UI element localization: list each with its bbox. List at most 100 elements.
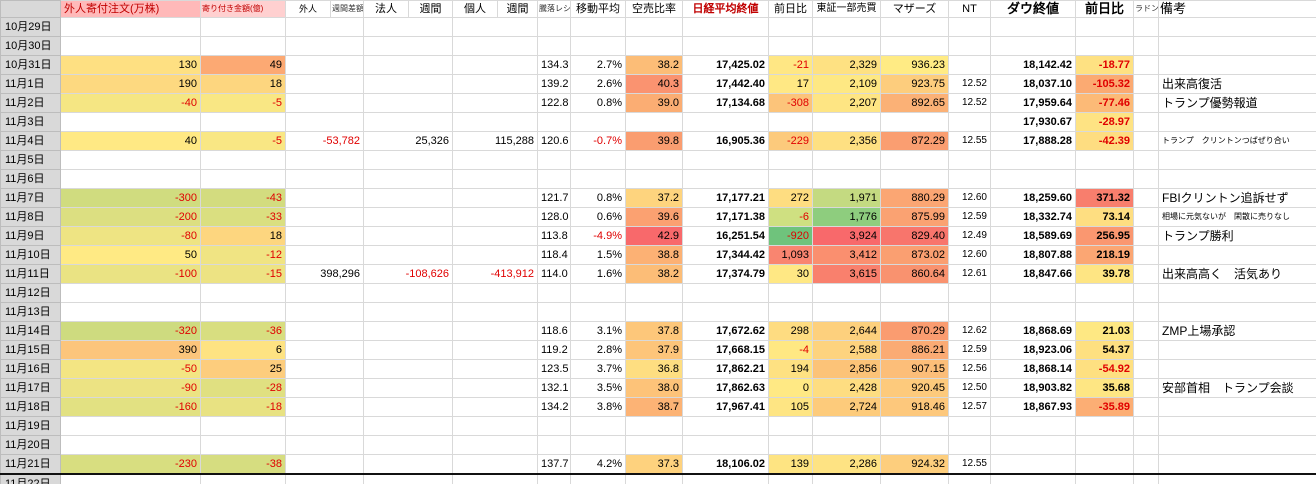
vol-cell[interactable]: 2,207 xyxy=(812,93,881,113)
note-cell[interactable] xyxy=(1158,397,1316,417)
note-cell[interactable]: トランプ優勢報道 xyxy=(1158,93,1316,113)
indiv-cell[interactable] xyxy=(452,36,538,56)
ma-cell[interactable] xyxy=(570,169,626,189)
dow-cell[interactable] xyxy=(990,416,1076,436)
chg-cell[interactable] xyxy=(768,150,813,170)
nikkei-cell[interactable]: 17,862.21 xyxy=(682,359,769,379)
nt-cell[interactable] xyxy=(948,55,991,75)
radon-cell[interactable] xyxy=(1133,397,1159,417)
note-cell[interactable] xyxy=(1158,55,1316,75)
vol-cell[interactable] xyxy=(812,435,881,455)
mothers-cell[interactable]: 892.65 xyxy=(880,93,949,113)
corp-cell[interactable] xyxy=(363,93,453,113)
nikkei-cell[interactable] xyxy=(682,473,769,484)
nt-cell[interactable] xyxy=(948,416,991,436)
indiv-cell[interactable] xyxy=(452,378,538,398)
mothers-cell[interactable] xyxy=(880,435,949,455)
vol-cell[interactable] xyxy=(812,150,881,170)
fw-cell[interactable] xyxy=(285,17,364,37)
amount-cell[interactable]: -5 xyxy=(200,131,286,151)
note-cell[interactable] xyxy=(1158,340,1316,360)
remarks-header[interactable]: 備考 xyxy=(1158,0,1316,18)
vol-cell[interactable] xyxy=(812,473,881,484)
note-cell[interactable] xyxy=(1158,17,1316,37)
dow-cell[interactable]: 17,930.67 xyxy=(990,112,1076,132)
note-cell[interactable]: 出来高高く 活気あり xyxy=(1158,264,1316,284)
chg-cell[interactable] xyxy=(768,473,813,484)
radon-cell[interactable] xyxy=(1133,17,1159,37)
foreign-cell[interactable]: 130 xyxy=(60,55,201,75)
nt-cell[interactable]: 12.55 xyxy=(948,454,991,475)
ma-cell[interactable]: -4.9% xyxy=(570,226,626,246)
corp-cell[interactable] xyxy=(363,17,453,37)
radon-cell[interactable] xyxy=(1133,283,1159,303)
date-cell[interactable]: 11月12日 xyxy=(0,283,61,303)
dowchg-cell[interactable]: 39.78 xyxy=(1075,264,1134,284)
mothers-cell[interactable] xyxy=(880,473,949,484)
amount-cell[interactable] xyxy=(200,283,286,303)
chg-cell[interactable]: 139 xyxy=(768,454,813,475)
ma-cell[interactable] xyxy=(570,150,626,170)
dow-cell[interactable]: 18,037.10 xyxy=(990,74,1076,94)
fw-cell[interactable] xyxy=(285,74,364,94)
short-cell[interactable]: 37.3 xyxy=(625,454,683,475)
short-selling-ratio-header[interactable]: 空売比率 xyxy=(625,0,683,18)
ma-cell[interactable] xyxy=(570,36,626,56)
individual-weekly-header[interactable]: 週間 xyxy=(497,0,538,18)
date-cell[interactable]: 11月10日 xyxy=(0,245,61,265)
corp-cell[interactable] xyxy=(363,359,453,379)
corp-cell[interactable] xyxy=(363,397,453,417)
nikkei-cell[interactable] xyxy=(682,169,769,189)
radon-cell[interactable] xyxy=(1133,340,1159,360)
foreign-cell[interactable]: 190 xyxy=(60,74,201,94)
dowchg-cell[interactable]: 35.68 xyxy=(1075,378,1134,398)
radon-cell[interactable] xyxy=(1133,454,1159,475)
nikkei-cell[interactable] xyxy=(682,283,769,303)
dowchg-cell[interactable] xyxy=(1075,302,1134,322)
corp-cell[interactable] xyxy=(363,226,453,246)
vol-cell[interactable] xyxy=(812,17,881,37)
vol-cell[interactable]: 1,971 xyxy=(812,188,881,208)
mothers-cell[interactable]: 923.75 xyxy=(880,74,949,94)
nikkei-cell[interactable] xyxy=(682,17,769,37)
dow-cell[interactable] xyxy=(990,150,1076,170)
radon-cell[interactable] xyxy=(1133,207,1159,227)
note-cell[interactable]: トランプ クリントンつばぜり合い xyxy=(1158,131,1316,151)
ratio-cell[interactable]: 114.0 xyxy=(537,264,571,284)
nikkei-cell[interactable]: 17,862.63 xyxy=(682,378,769,398)
chg-cell[interactable]: 272 xyxy=(768,188,813,208)
nikkei-cell[interactable]: 17,672.62 xyxy=(682,321,769,341)
dowchg-cell[interactable]: 54.37 xyxy=(1075,340,1134,360)
nikkei-cell[interactable] xyxy=(682,36,769,56)
ratio-cell[interactable]: 113.8 xyxy=(537,226,571,246)
dow-cell[interactable]: 18,332.74 xyxy=(990,207,1076,227)
radon-cell[interactable] xyxy=(1133,131,1159,151)
ratio-cell[interactable]: 118.4 xyxy=(537,245,571,265)
ma-cell[interactable]: 3.8% xyxy=(570,397,626,417)
nikkei-change-header[interactable]: 前日比 xyxy=(768,0,813,18)
ratio-cell[interactable] xyxy=(537,17,571,37)
nikkei-cell[interactable] xyxy=(682,435,769,455)
short-cell[interactable] xyxy=(625,302,683,322)
ratio-cell[interactable]: 134.2 xyxy=(537,397,571,417)
dow-cell[interactable] xyxy=(990,169,1076,189)
note-cell[interactable]: ZMP上場承認 xyxy=(1158,321,1316,341)
chg-cell[interactable]: -4 xyxy=(768,340,813,360)
dow-cell[interactable] xyxy=(990,473,1076,484)
nikkei-cell[interactable]: 16,251.54 xyxy=(682,226,769,246)
nt-cell[interactable] xyxy=(948,17,991,37)
vol-cell[interactable] xyxy=(812,302,881,322)
foreign-cell[interactable] xyxy=(60,150,201,170)
note-cell[interactable] xyxy=(1158,454,1316,475)
nt-cell[interactable]: 12.61 xyxy=(948,264,991,284)
dow-cell[interactable] xyxy=(990,454,1076,475)
amount-cell[interactable] xyxy=(200,36,286,56)
vol-cell[interactable]: 3,924 xyxy=(812,226,881,246)
ma-cell[interactable]: 4.2% xyxy=(570,454,626,475)
mothers-header[interactable]: マザーズ xyxy=(880,0,949,18)
short-cell[interactable] xyxy=(625,435,683,455)
chg-cell[interactable]: 194 xyxy=(768,359,813,379)
mothers-cell[interactable] xyxy=(880,169,949,189)
amount-cell[interactable] xyxy=(200,473,286,484)
vol-cell[interactable]: 2,644 xyxy=(812,321,881,341)
